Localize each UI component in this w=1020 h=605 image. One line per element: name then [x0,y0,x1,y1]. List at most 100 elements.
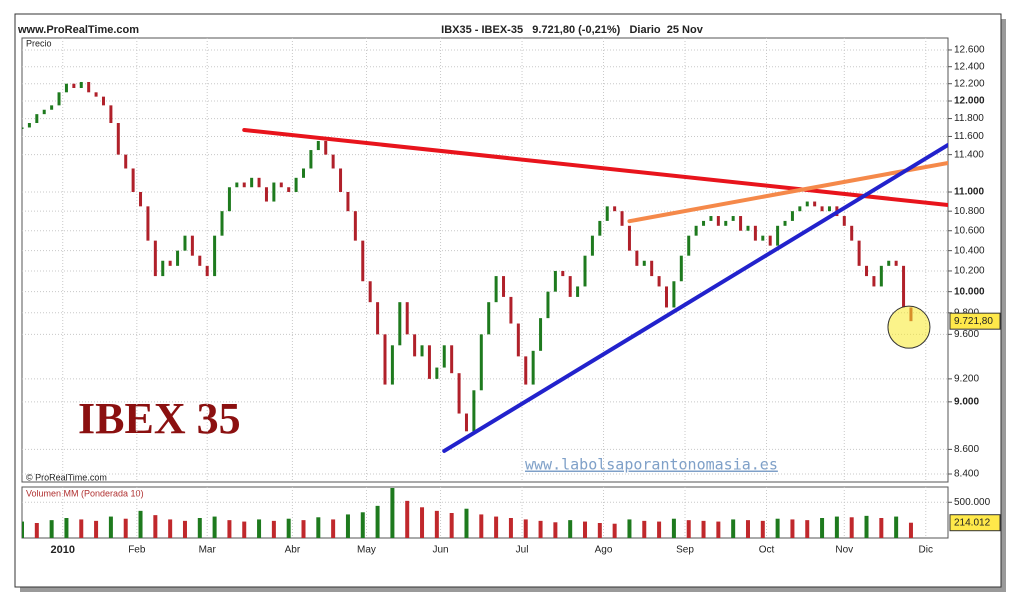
volume-bar [657,521,662,538]
volume-bar [494,516,499,538]
price-bar [702,220,706,226]
volume-bar [138,510,143,538]
volume-bar [805,520,810,538]
price-bar [776,225,780,246]
price-bar [294,177,298,192]
volume-bar [316,517,321,538]
price-bar [427,345,431,379]
price-bar [390,345,394,385]
price-bar [442,345,446,368]
price-bar [820,206,824,212]
trend-line [442,142,948,453]
volume-bar [820,518,825,538]
volume-bar [64,518,69,538]
price-bar [850,225,854,241]
price-bar [331,154,335,169]
price-bar [902,265,906,308]
price-bar [613,206,617,212]
volume-panel [21,486,949,539]
price-bar [57,92,61,106]
y-tick-label: 10.000 [954,286,985,297]
volume-bar [123,518,128,538]
price-bar [531,350,535,385]
price-bar [598,220,602,236]
volume-bar [538,520,543,538]
volume-bar [434,510,439,538]
volume-bar [331,519,336,538]
price-bar [79,81,83,88]
volume-bar [686,520,691,538]
volume-bar [612,523,617,538]
price-bar [346,191,350,212]
y-tick-label: 11.000 [954,187,984,198]
y-label: Precio [26,38,52,48]
volume-bar [360,512,365,538]
price-bar [664,286,668,308]
price-bar [94,92,98,97]
volume-bar [568,520,573,538]
price-bar [650,260,654,277]
price-bar [464,413,468,432]
y-tick-label: 500.000 [954,497,991,508]
price-bar [450,345,454,374]
volume-bar [894,516,899,538]
volume-bar [420,507,425,538]
price-bar [146,206,150,241]
price-bar [687,235,691,256]
price-bar [635,250,639,266]
price-bar [894,260,898,266]
price-bar [353,211,357,241]
volume-bars [22,488,913,538]
price-bar [109,105,113,124]
price-bar [250,177,254,188]
trend-line [242,127,948,207]
price-bar [657,276,661,287]
price-bar [783,220,787,226]
volume-bar [671,518,676,538]
volume-bar [242,521,247,538]
price-bar [724,220,728,226]
price-bar [857,240,861,266]
volume-bar [108,516,113,538]
x-tick-label: Abr [285,545,301,556]
y-tick-label: 11.600 [954,131,984,142]
price-bar [805,201,809,207]
price-bar [561,270,565,277]
x-tick-label: Jul [516,545,529,556]
price-bar [761,235,765,241]
volume-bar [583,521,588,538]
y-tick-label: 9.000 [954,396,979,407]
price-bar [813,201,817,207]
price-bar [124,154,128,169]
price-bar [72,83,76,88]
price-bar [190,235,194,256]
price-bar [494,276,498,303]
volume-bar [553,522,558,538]
volume-bar [834,516,839,538]
volume-bar [345,514,350,538]
price-bar [242,182,246,188]
x-tick-label: May [357,545,376,556]
volume-bar [597,523,602,538]
price-bar [487,302,491,335]
last-value-label: 9.721,80 [954,316,993,327]
x-tick-label: Feb [128,545,146,556]
price-bar [753,225,757,241]
price-bar [502,276,506,297]
price-bar [316,140,320,151]
y-tick-label: 8.600 [954,444,979,455]
price-bar [383,334,387,385]
price-bar [398,302,402,346]
volume-bar [405,500,410,538]
price-bar [22,127,24,129]
price-bar [457,373,461,414]
volume-bar [849,517,854,538]
price-bar [257,177,261,188]
volume-bar [464,508,469,538]
volume-bar [745,520,750,538]
volume-bar [271,520,276,538]
x-tick-label: Nov [835,545,853,556]
price-bar [524,356,528,385]
price-bar [101,96,105,106]
